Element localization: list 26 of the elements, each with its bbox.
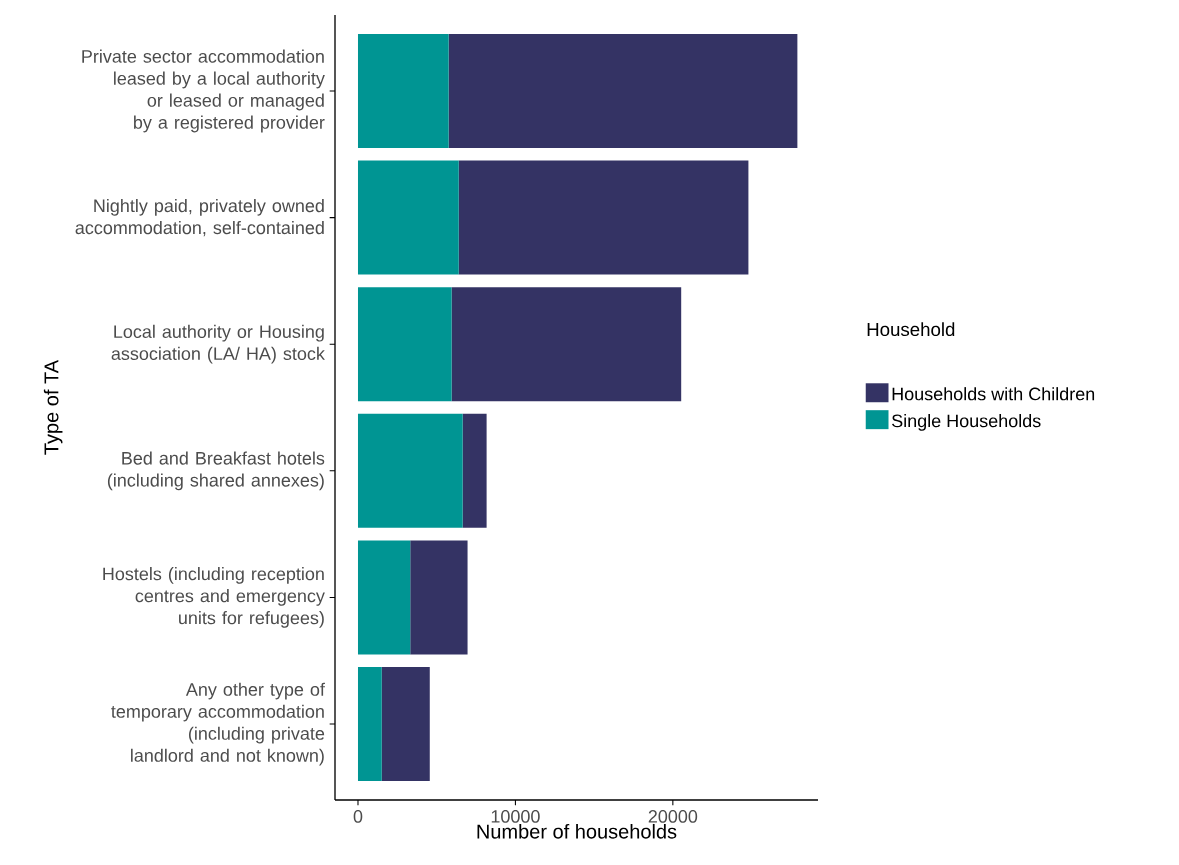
x-axis-title: Number of households	[477, 823, 677, 839]
x-tick-label: 0	[353, 810, 363, 823]
legend-label: Households with Children	[892, 387, 1095, 401]
bar	[357, 540, 411, 655]
bar	[381, 667, 430, 782]
legend-title: Household	[867, 322, 955, 337]
x-tick-label: 10000	[491, 810, 540, 823]
bar	[357, 34, 449, 148]
bar	[357, 287, 452, 402]
bar	[451, 287, 682, 402]
y-tick-label: Any other type of temporary accommodation (including private landlord and not known)	[111, 682, 325, 766]
y-tick-label: Hostels (including reception centres and emergency units for refugees)	[103, 567, 325, 628]
y-tick-label: Local authority or Housing association (LA/ HA) stock	[111, 324, 325, 364]
y-tick-label: Private sector accommodation leased by a local authority or leased or managed by a registered provider	[82, 49, 325, 133]
x-tick-label: 20000	[648, 810, 698, 823]
bar	[357, 667, 382, 782]
bar	[462, 413, 487, 528]
y-tick-label: Bed and Breakfast hotels (including shared annexes)	[107, 451, 325, 491]
y-axis-title: Type of TA	[43, 359, 63, 455]
legend-label: Single Households	[891, 414, 1041, 431]
bar	[448, 34, 798, 148]
bar	[357, 413, 463, 528]
y-tick-label: Nightly paid, privately owned accommodation, self-contained	[75, 198, 324, 237]
bar	[357, 160, 459, 275]
bar	[458, 160, 749, 275]
bar	[410, 540, 468, 655]
